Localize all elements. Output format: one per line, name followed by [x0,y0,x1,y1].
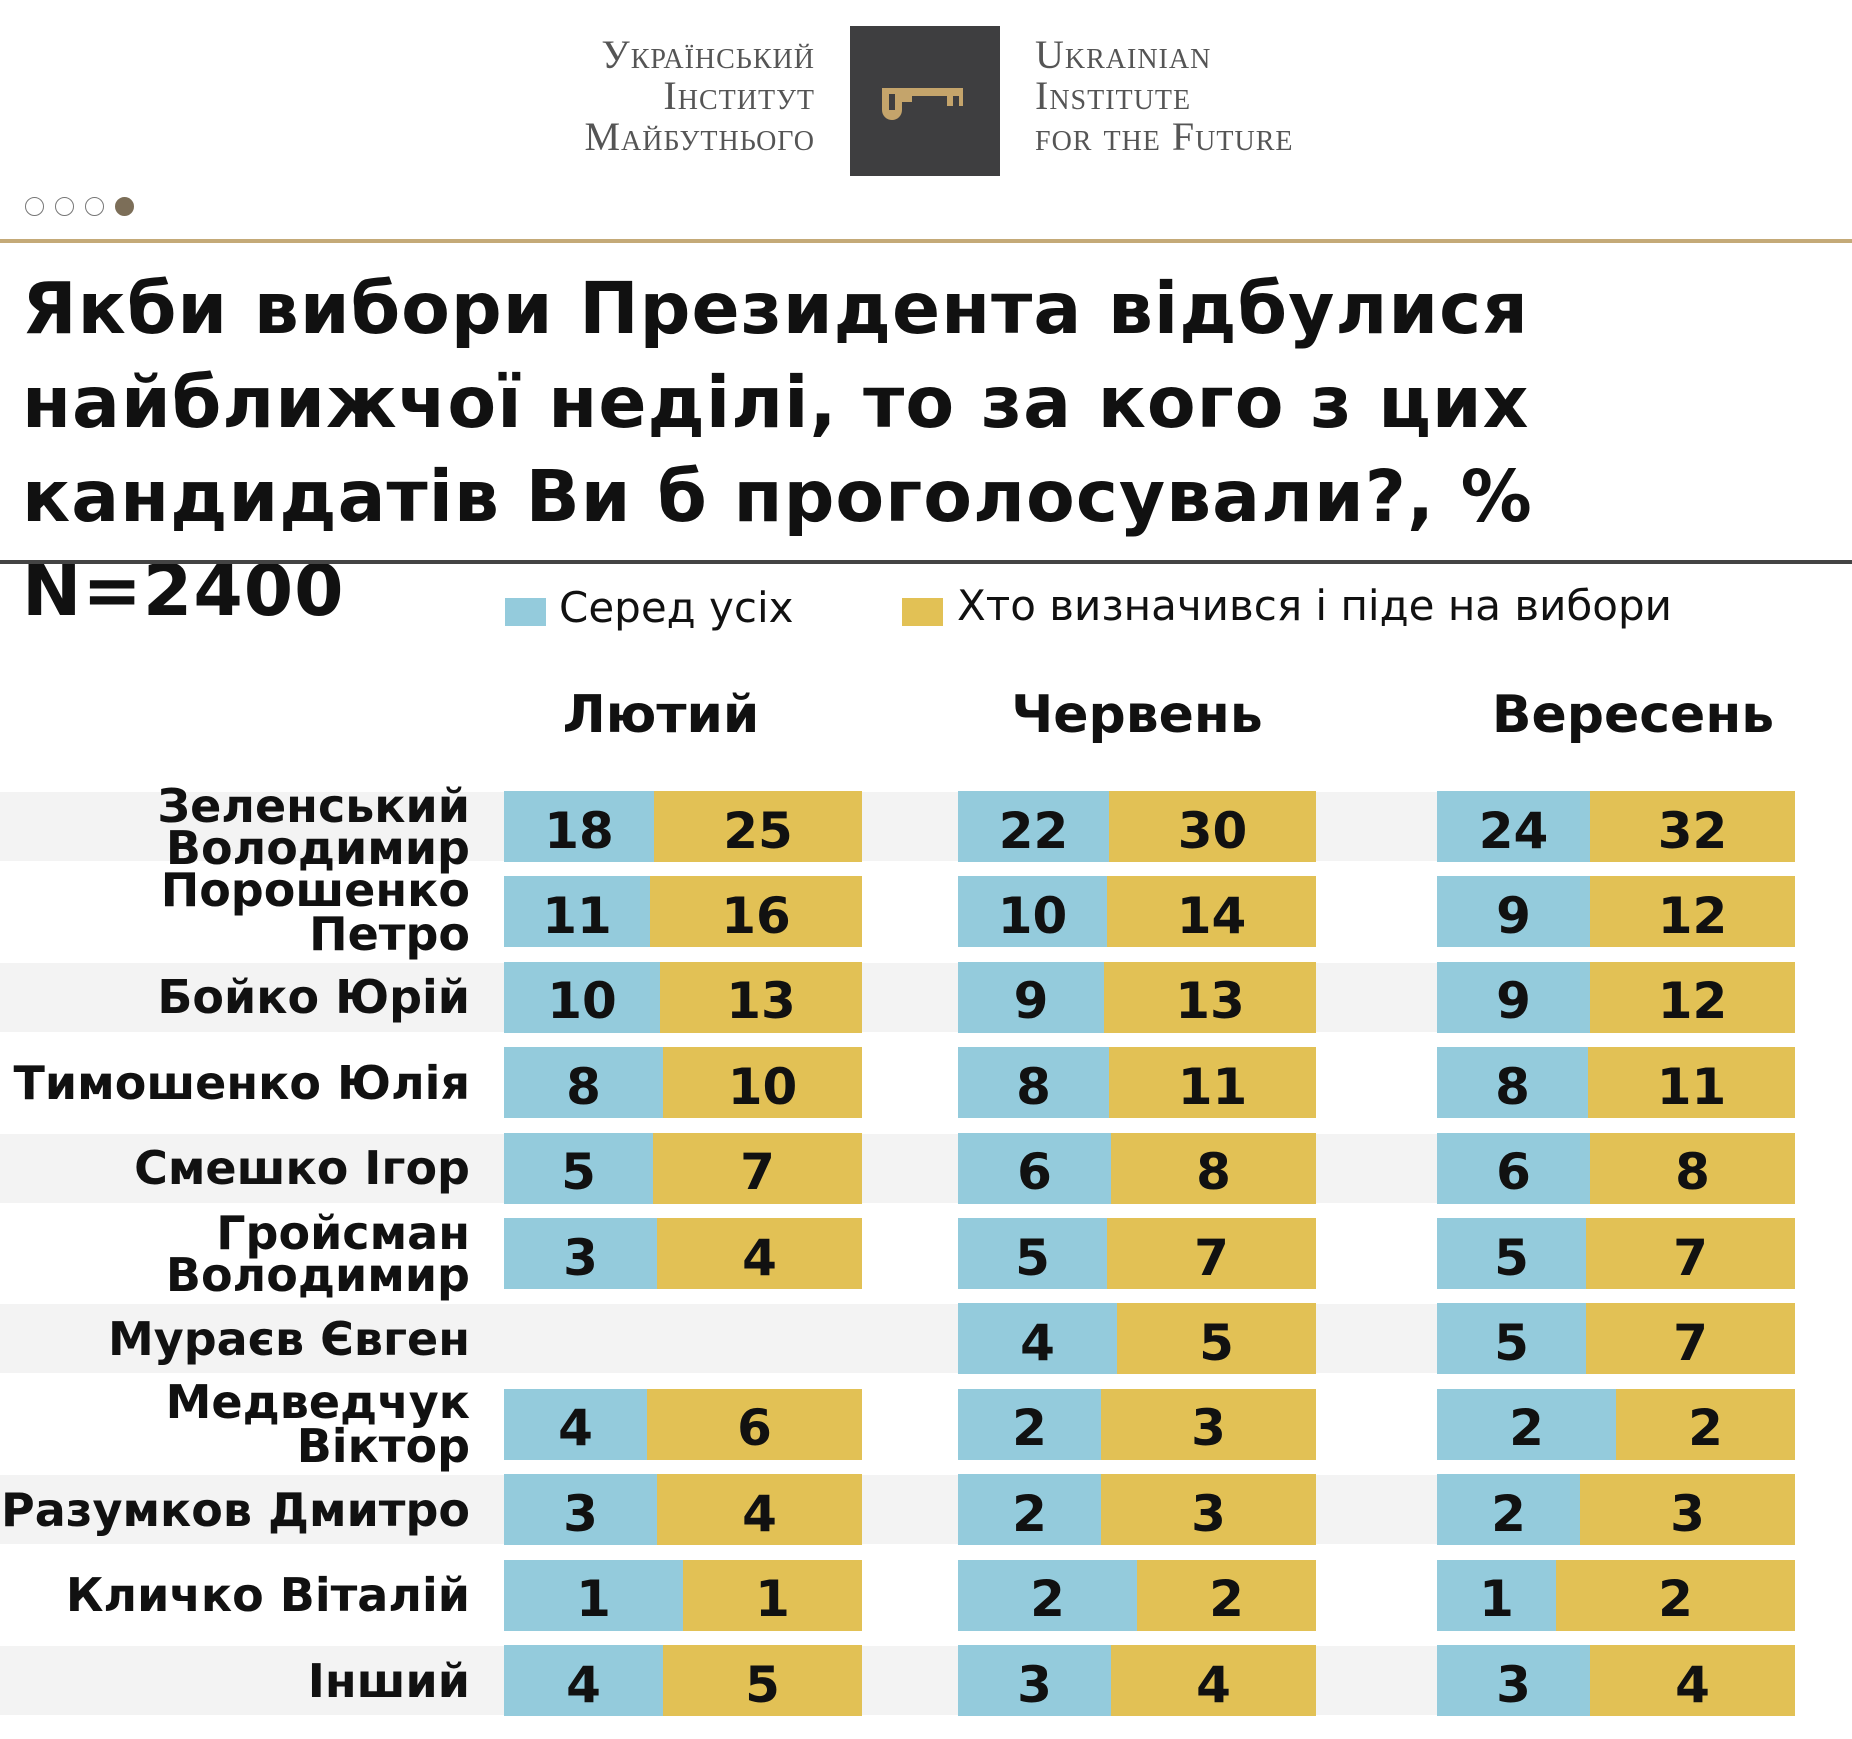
bar-segment-all: 5 [504,1132,653,1204]
bar-segment-all: 3 [504,1474,657,1546]
bar-segment-decided: 10 [663,1047,862,1119]
bar-segment-decided: 4 [657,1218,862,1289]
category-label: Гройсман Володимир [165,1205,470,1302]
bar-segment-decided: 32 [1590,791,1795,862]
bar-segment-all: 5 [1437,1303,1586,1375]
bar-segment-decided: 8 [1590,1132,1795,1204]
logo-line: Institute [1035,73,1192,118]
bar-segment-decided: 16 [650,876,862,948]
bar-segment-decided: 6 [647,1388,862,1460]
bar-segment-decided: 5 [663,1645,862,1716]
bar-segment-decided: 14 [1107,876,1316,948]
bar-segment-all: 8 [958,1047,1109,1119]
bar-segment-decided: 11 [1109,1047,1316,1119]
logo-line: Інститут [663,73,815,118]
carousel-dots [25,197,134,216]
bar-segment-decided: 7 [653,1132,862,1204]
bar-segment-decided: 7 [1107,1218,1316,1289]
logo-text-english: Ukrainian Institute for the Future [1035,34,1293,157]
bar-segment-decided: 7 [1586,1303,1795,1375]
legend-label-all: Серед усіх [559,583,794,632]
bar-segment-decided: 13 [1104,961,1316,1033]
bar-segment-decided: 3 [1101,1388,1316,1460]
logo-line: Ukrainian [1035,32,1212,77]
bar-segment-decided: 2 [1137,1559,1316,1631]
bar-segment-decided: 3 [1580,1474,1795,1546]
logo-line: for the Future [1035,114,1294,159]
bar-segment-all: 4 [504,1645,663,1716]
legend-swatch-decided [902,598,943,626]
key-icon [882,88,963,120]
category-label: Порошенко Петро [160,862,470,961]
bar-segment-all: 3 [1437,1645,1590,1716]
bar-segment-decided: 11 [1588,1047,1795,1119]
logo-line: Майбутнього [584,114,815,159]
bar-segment-all: 3 [958,1645,1111,1716]
divider [0,239,1852,243]
bar-segment-all: 2 [958,1474,1101,1546]
category-label: Бойко Юрій [157,970,470,1025]
bar-segment-all: 6 [958,1132,1111,1204]
bar-segment-decided: 2 [1556,1559,1795,1631]
group-header-feb: Лютий [562,685,760,745]
bar-segment-decided: 3 [1101,1474,1316,1546]
bar-segment-decided: 2 [1616,1388,1795,1460]
bar-segment-all: 1 [504,1559,683,1631]
bar-segment-decided: 5 [1117,1303,1316,1375]
bar-segment-all: 22 [958,791,1109,862]
bar-segment-decided: 30 [1109,791,1316,862]
legend-label-decided: Хто визначився і піде на вибори [957,581,1672,630]
bar-segment-all: 9 [1437,961,1590,1033]
legend-swatch-all [505,598,546,626]
bar-segment-all: 2 [958,1559,1137,1631]
bar-segment-all: 8 [1437,1047,1588,1119]
bar-segment-all: 2 [1437,1388,1616,1460]
bar-segment-all: 24 [1437,791,1590,862]
carousel-dot-active[interactable] [115,197,134,216]
category-label: Інший [307,1653,470,1708]
category-label: Медведчук Віктор [165,1375,470,1474]
bar-segment-all: 3 [504,1218,657,1289]
bar-segment-decided: 8 [1111,1132,1316,1204]
carousel-dot[interactable] [25,197,44,216]
bar-segment-all: 8 [504,1047,663,1119]
bar-segment-all: 2 [1437,1474,1580,1546]
bar-segment-all: 10 [504,961,660,1033]
category-label: Разумков Дмитро [0,1482,470,1537]
bar-segment-decided: 4 [1111,1645,1316,1716]
bar-segment-all: 5 [958,1218,1107,1289]
category-label: Тимошенко Юлія [13,1055,470,1110]
divider [0,560,1852,564]
bar-segment-decided: 25 [654,791,862,862]
bar-segment-decided: 1 [683,1559,862,1631]
bar-segment-decided: 12 [1590,876,1795,948]
bar-segment-decided: 4 [1590,1645,1795,1716]
category-label: Зеленський Володимир [157,778,470,875]
logo-mark [850,26,1000,176]
bar-segment-all: 4 [504,1388,647,1460]
logo-text-ukrainian: Український Інститут Майбутнього [584,34,815,157]
bar-segment-all: 11 [504,876,650,948]
bar-segment-decided: 12 [1590,961,1795,1033]
bar-segment-all: 9 [1437,876,1590,948]
bar-segment-all: 4 [958,1303,1117,1375]
group-header-sep: Вересень [1491,685,1775,745]
bar-segment-all: 2 [958,1388,1101,1460]
bar-segment-decided: 7 [1586,1218,1795,1289]
bar-segment-decided: 4 [657,1474,862,1546]
group-header-jun: Червень [1011,685,1263,745]
bar-segment-all: 10 [958,876,1107,948]
carousel-dot[interactable] [85,197,104,216]
bar-segment-all: 1 [1437,1559,1556,1631]
bar-segment-all: 6 [1437,1132,1590,1204]
logo-line: Український [601,32,815,77]
carousel-dot[interactable] [55,197,74,216]
category-label: Кличко Віталій [65,1568,470,1623]
bar-segment-all: 9 [958,961,1104,1033]
category-label: Смешко Ігор [134,1141,470,1196]
bar-segment-all: 5 [1437,1218,1586,1289]
bar-segment-decided: 13 [660,961,862,1033]
category-label: Мураєв Євген [107,1311,470,1366]
bar-segment-all: 18 [504,791,654,862]
